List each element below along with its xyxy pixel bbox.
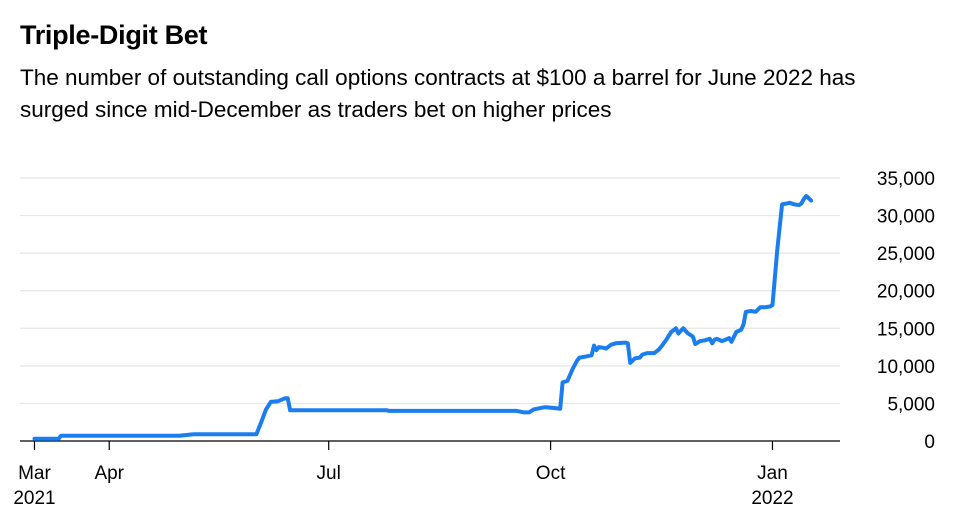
gridlines (20, 177, 840, 405)
x-axis: Mar 2021 Apr Jul Oct Jan 2022 (13, 440, 840, 509)
x-tick-label: Mar (18, 463, 51, 484)
x-tick-label: Jan (757, 463, 788, 484)
y-tick-label: 15,000 (877, 319, 935, 340)
y-tick-label: 10,000 (877, 357, 935, 378)
y-tick-label: 30,000 (877, 207, 935, 228)
x-tick-year-label: 2021 (13, 488, 55, 509)
x-tick-label: Oct (536, 463, 566, 484)
series-line-call-options (32, 194, 814, 441)
series-group (32, 194, 814, 441)
y-tick-label: 0 (924, 432, 935, 453)
y-axis-tick-labels: 0 5,000 10,000 15,000 20,000 25,000 30,000 35,0… (877, 169, 935, 453)
chart-title: Triple-Digit Bet (20, 20, 208, 50)
y-tick-label: 25,000 (877, 244, 935, 265)
x-tick-label: Apr (94, 463, 124, 484)
x-tick-year-label: 2022 (751, 488, 793, 509)
y-tick-label: 20,000 (877, 282, 935, 303)
x-tick-label: Jul (317, 463, 341, 484)
y-tick-label: 35,000 (877, 169, 935, 190)
y-tick-label: 5,000 (887, 394, 935, 415)
chart-subtitle: The number of outstanding call options c… (20, 65, 856, 122)
